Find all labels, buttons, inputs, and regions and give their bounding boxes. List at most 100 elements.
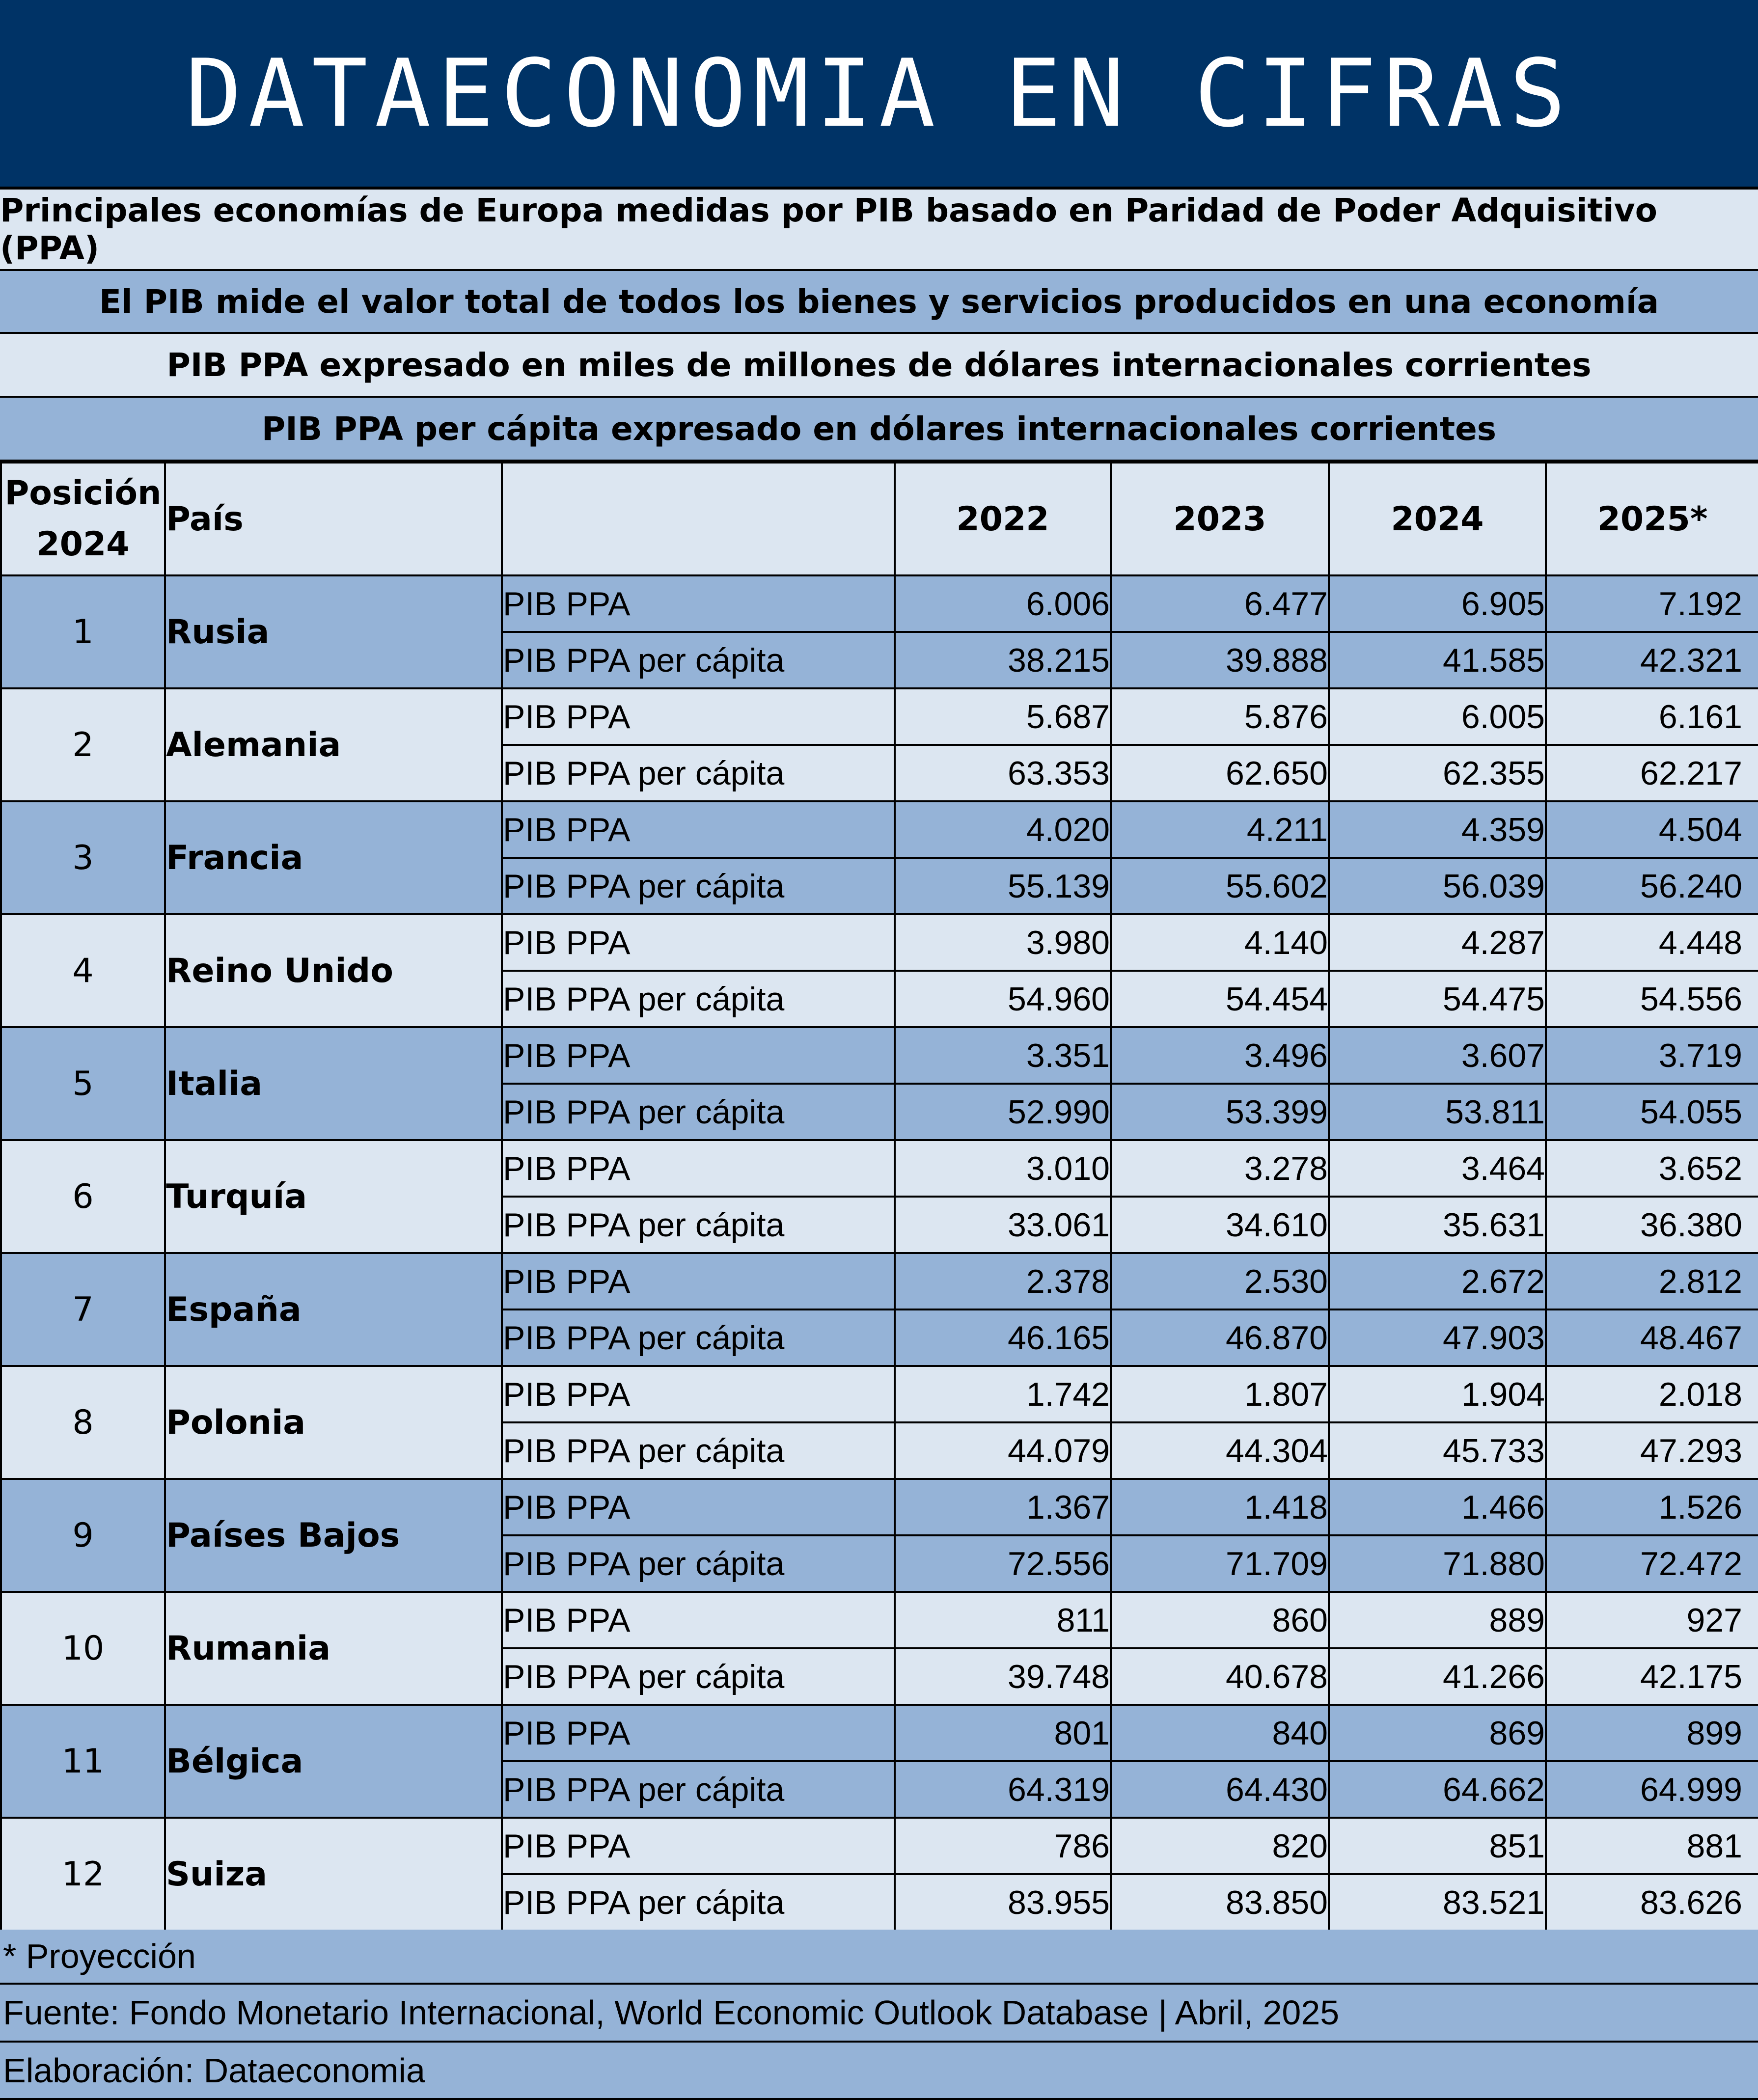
country-group-3: 3 Francia PIB PPA 4.020 4.211 4.359 4.50… <box>0 800 1758 915</box>
value-cell: 72.556 <box>894 1534 1112 1593</box>
value-cell: 71.709 <box>1110 1534 1330 1593</box>
country-cell: Rumania <box>164 1591 503 1706</box>
footer-credit: Elaboración: Dataeconomia <box>0 2043 1758 2100</box>
value-cell: 62.650 <box>1110 744 1330 802</box>
value-cell: 1.904 <box>1328 1365 1547 1423</box>
value-cell: 62.355 <box>1328 744 1547 802</box>
metric-label: PIB PPA <box>501 1365 896 1423</box>
page-title: DATAECONOMIA EN CIFRAS <box>0 0 1758 190</box>
country-cell: Alemania <box>164 687 503 802</box>
table-row: 2 Alemania PIB PPA 5.687 5.876 6.005 6.1… <box>0 687 1758 802</box>
value-cell: 6.477 <box>1110 574 1330 633</box>
value-cell: 48.467 <box>1545 1309 1758 1367</box>
column-header-position-line1: Posición <box>4 474 162 513</box>
value-cell: 54.556 <box>1545 970 1758 1028</box>
value-cell: 55.602 <box>1110 857 1330 915</box>
country-cell: Rusia <box>164 574 503 689</box>
country-group-5: 5 Italia PIB PPA 3.351 3.496 3.607 3.719… <box>0 1026 1758 1141</box>
table-row: PIB PPA per cápita 46.165 46.870 47.903 … <box>1 1309 1758 1367</box>
value-cell: 64.319 <box>894 1760 1112 1819</box>
column-header-2022: 2022 <box>894 462 1112 576</box>
value-cell: 927 <box>1545 1591 1758 1649</box>
value-cell: 851 <box>1328 1817 1547 1875</box>
table-row: PIB PPA per cápita 63.353 62.650 62.355 … <box>1 744 1758 802</box>
value-cell: 3.351 <box>894 1026 1112 1085</box>
value-cell: 55.139 <box>894 857 1112 915</box>
value-cell: 44.079 <box>894 1421 1112 1480</box>
value-cell: 3.496 <box>1110 1026 1330 1085</box>
value-cell: 54.454 <box>1110 970 1330 1028</box>
table-row: PIB PPA per cápita 33.061 34.610 35.631 … <box>1 1196 1758 1254</box>
column-header-2025: 2025* <box>1545 462 1758 576</box>
value-cell: 38.215 <box>894 631 1112 689</box>
metric-label: PIB PPA per cápita <box>501 1421 896 1480</box>
value-cell: 3.607 <box>1328 1026 1547 1085</box>
position-cell: 6 <box>0 1139 166 1254</box>
table-row: PIB PPA per cápita 38.215 39.888 41.585 … <box>1 631 1758 689</box>
subtitle-definition: El PIB mide el valor total de todos los … <box>0 271 1758 334</box>
value-cell: 820 <box>1110 1817 1330 1875</box>
subtitle-units-per-capita: PIB PPA per cápita expresado en dólares … <box>0 398 1758 462</box>
table-row: 11 Bélgica PIB PPA 801 840 869 899 <box>0 1704 1758 1819</box>
country-cell: Turquía <box>164 1139 503 1254</box>
value-cell: 899 <box>1545 1704 1758 1762</box>
value-cell: 7.192 <box>1545 574 1758 633</box>
country-cell: Francia <box>164 800 503 915</box>
value-cell: 36.380 <box>1545 1196 1758 1254</box>
value-cell: 83.626 <box>1545 1873 1758 1932</box>
value-cell: 39.748 <box>894 1647 1112 1706</box>
value-cell: 1.418 <box>1110 1478 1330 1536</box>
value-cell: 2.018 <box>1545 1365 1758 1423</box>
value-cell: 801 <box>894 1704 1112 1762</box>
country-cell: Bélgica <box>164 1704 503 1819</box>
value-cell: 39.888 <box>1110 631 1330 689</box>
value-cell: 881 <box>1545 1817 1758 1875</box>
position-cell: 3 <box>0 800 166 915</box>
metric-label: PIB PPA <box>501 1704 896 1762</box>
position-cell: 4 <box>0 913 166 1028</box>
table-row: PIB PPA per cápita 72.556 71.709 71.880 … <box>1 1534 1758 1593</box>
metric-label: PIB PPA <box>501 1026 896 1085</box>
country-group-1: 1 Rusia PIB PPA 6.006 6.477 6.905 7.192 … <box>0 574 1758 689</box>
value-cell: 56.240 <box>1545 857 1758 915</box>
value-cell: 1.807 <box>1110 1365 1330 1423</box>
value-cell: 4.287 <box>1328 913 1547 972</box>
value-cell: 3.719 <box>1545 1026 1758 1085</box>
position-cell: 8 <box>0 1365 166 1480</box>
subtitle-units-gdp: PIB PPA expresado en miles de millones d… <box>0 334 1758 398</box>
value-cell: 3.652 <box>1545 1139 1758 1198</box>
metric-label: PIB PPA <box>501 913 896 972</box>
value-cell: 4.504 <box>1545 800 1758 859</box>
metric-label: PIB PPA <box>501 574 896 633</box>
metric-label: PIB PPA per cápita <box>501 970 896 1028</box>
table-row: PIB PPA per cápita 55.139 55.602 56.039 … <box>1 857 1758 915</box>
value-cell: 42.175 <box>1545 1647 1758 1706</box>
country-group-12: 12 Suiza PIB PPA 786 820 851 881 PIB PPA… <box>0 1817 1758 1932</box>
value-cell: 54.055 <box>1545 1083 1758 1141</box>
table-row: PIB PPA per cápita 39.748 40.678 41.266 … <box>1 1647 1758 1706</box>
value-cell: 64.662 <box>1328 1760 1547 1819</box>
value-cell: 3.010 <box>894 1139 1112 1198</box>
column-header-2023: 2023 <box>1110 462 1330 576</box>
value-cell: 786 <box>894 1817 1112 1875</box>
value-cell: 52.990 <box>894 1083 1112 1141</box>
country-cell: Italia <box>164 1026 503 1141</box>
column-header-country: País <box>164 462 503 576</box>
country-group-9: 9 Países Bajos PIB PPA 1.367 1.418 1.466… <box>0 1478 1758 1593</box>
value-cell: 41.585 <box>1328 631 1547 689</box>
table-row: 10 Rumania PIB PPA 811 860 889 927 <box>0 1591 1758 1706</box>
metric-label: PIB PPA <box>501 1252 896 1310</box>
metric-label: PIB PPA per cápita <box>501 1647 896 1706</box>
metric-label: PIB PPA <box>501 1478 896 1536</box>
value-cell: 1.526 <box>1545 1478 1758 1536</box>
value-cell: 869 <box>1328 1704 1547 1762</box>
value-cell: 3.464 <box>1328 1139 1547 1198</box>
country-cell: España <box>164 1252 503 1367</box>
table-row: PIB PPA per cápita 64.319 64.430 64.662 … <box>1 1760 1758 1819</box>
value-cell: 5.876 <box>1110 687 1330 746</box>
value-cell: 811 <box>894 1591 1112 1649</box>
column-header-position-line2: 2024 <box>36 525 130 564</box>
country-group-7: 7 España PIB PPA 2.378 2.530 2.672 2.812… <box>0 1252 1758 1367</box>
value-cell: 53.811 <box>1328 1083 1547 1141</box>
value-cell: 64.999 <box>1545 1760 1758 1819</box>
